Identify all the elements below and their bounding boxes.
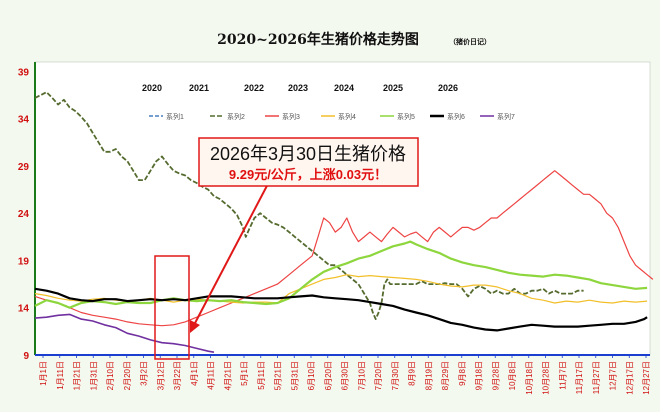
callout-arrow-head [190,320,200,333]
chart-title: 2020~2026年生猪价格走势图 [217,31,419,48]
year-label: 2021 [189,83,209,93]
y-tick-label: 39 [18,67,30,78]
x-tick-label: 11月27日 [592,361,601,394]
series-line-2021 [34,91,584,321]
x-tick-label: 5月21日 [274,361,283,390]
y-tick-label: 19 [18,256,30,267]
y-ticks: 9 14 19 24 29 34 39 [18,67,30,362]
year-label: 2020 [142,83,162,93]
x-tick-label: 10月8日 [508,361,517,390]
x-tick-label: 10月18日 [525,361,534,395]
x-tick-label: 1月1日 [39,361,48,386]
x-tick-label: 3月2日 [140,361,149,386]
legend-label: 系列1 [166,112,184,121]
x-tick-label: 3月22日 [173,361,182,390]
x-tick-label: 6月20日 [324,361,333,390]
x-tick-label: 5月11日 [257,361,266,390]
x-tick-label: 7月20日 [374,361,383,390]
x-tick-label: 10月28日 [542,361,551,395]
y-tick-label: 29 [18,162,30,173]
x-tick-label: 2月10日 [106,361,115,390]
x-tick-label: 11月7日 [558,361,567,390]
year-label: 2025 [383,83,403,93]
x-tick-label: 12月27日 [642,361,651,395]
year-label: 2023 [288,83,308,93]
x-tick-label: 9月28日 [491,361,500,390]
callout-line-2: 9.29元/公斤，上涨0.03元！ [229,167,387,182]
x-tick-label: 5月1日 [240,361,249,386]
legend-label: 系列4 [338,112,356,121]
series-line-2025 [34,287,648,332]
legend: 系列1 系列2 系列3 系列4 系列5 系列6 系列7 [149,112,515,121]
callout-box [198,137,419,187]
x-tick-label: 12月17日 [625,361,634,395]
year-label: 2022 [244,83,264,93]
plot-area [34,61,651,356]
x-tick-label: 5月31日 [290,361,299,390]
callout-line-1: 2026年3月30日生猪价格 [210,144,406,164]
highlight-box [154,255,190,360]
series-line-2024 [34,240,648,309]
x-tick-label: 6月10日 [307,361,316,390]
year-labels: 2020 2021 2022 2023 2024 2025 2026 [142,83,458,93]
x-tick-label: 9月18日 [475,361,484,390]
x-ticks: 1月1日 1月11日 1月21日 1月31日 2月10日 2月20日 3月2日 3月12日 3月… [39,355,651,395]
x-tick-label: 11月17日 [575,361,584,394]
x-tick-label: 7月10日 [357,361,366,390]
legend-label: 系列6 [447,112,465,121]
chart-subtitle: （猪价日记） [449,37,491,46]
x-tick-label: 8月19日 [424,361,433,390]
x-tick-label: 6月30日 [341,361,350,390]
year-label: 2026 [438,83,458,93]
x-tick-label: 4月11日 [207,361,216,390]
legend-label: 系列3 [282,112,300,121]
legend-label: 系列5 [397,112,415,121]
year-label: 2024 [334,83,354,93]
x-tick-label: 1月21日 [73,361,82,390]
legend-label: 系列7 [497,112,515,121]
callout-arrow-line [193,179,271,326]
y-tick-label: 14 [18,304,30,315]
x-tick-label: 4月1日 [190,361,199,386]
y-tick-label: 24 [18,209,30,220]
x-tick-label: 12月7日 [609,361,618,390]
x-tick-label: 1月11日 [56,361,65,390]
legend-label: 系列2 [227,112,245,121]
x-tick-label: 1月31日 [89,361,98,390]
x-tick-label: 8月9日 [408,361,417,386]
x-tick-label: 3月12日 [156,361,165,390]
x-tick-label: 4月21日 [223,361,232,390]
series-line-2022 [34,170,654,327]
y-tick-label: 34 [18,115,30,126]
x-tick-label: 9月8日 [458,361,467,386]
y-tick-label: 9 [23,351,29,362]
x-tick-label: 8月29日 [441,361,450,390]
x-tick-label: 7月30日 [391,361,400,390]
x-tick-label: 2月20日 [123,361,132,390]
series-lines [34,91,654,353]
